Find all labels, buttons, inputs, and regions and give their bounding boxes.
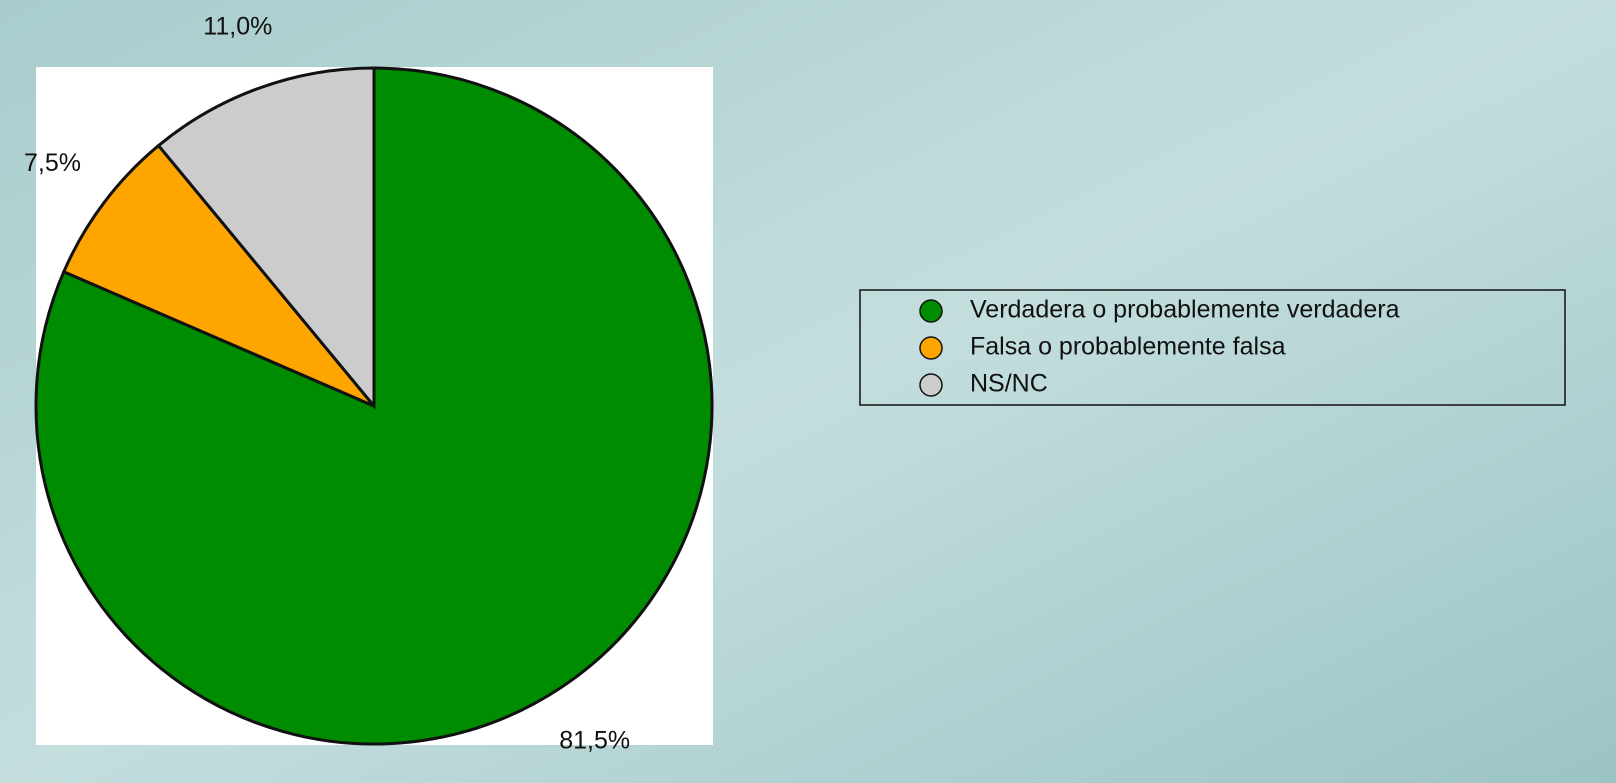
legend-box	[859, 289, 1566, 406]
data-label: 11,0%	[203, 12, 272, 40]
legend-swatch	[919, 373, 943, 397]
legend-label: Verdadera o probablemente verdadera	[970, 296, 1400, 324]
legend-label: Falsa o probablemente falsa	[970, 333, 1286, 361]
legend-swatch	[919, 299, 943, 323]
legend-swatch	[919, 336, 943, 360]
data-label: 81,5%	[559, 727, 630, 755]
pie-slice	[156, 66, 376, 411]
data-label: 7,5%	[24, 149, 81, 177]
legend-label: NS/NC	[970, 370, 1048, 398]
pie-slice	[34, 66, 714, 746]
pie-slice	[61, 143, 376, 408]
